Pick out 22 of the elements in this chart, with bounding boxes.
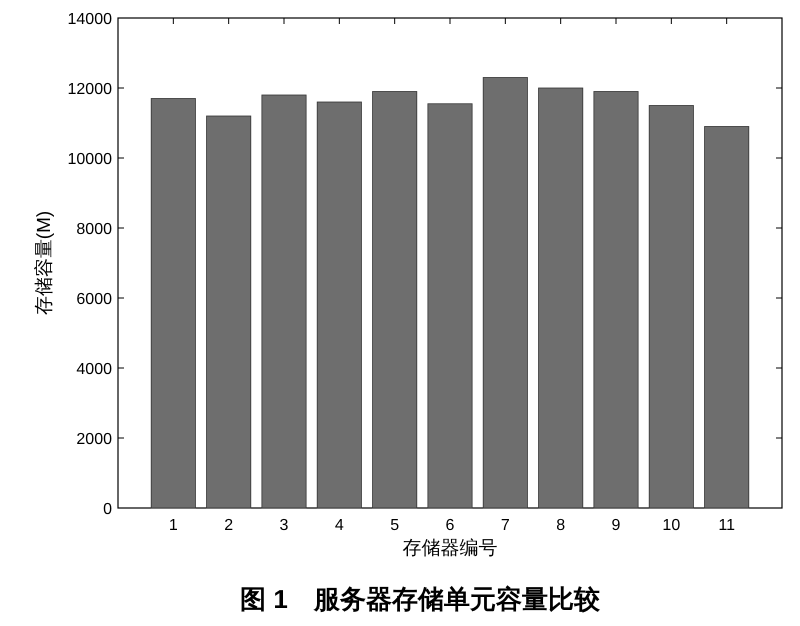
y-tick-label: 4000 <box>76 361 112 378</box>
y-axis-title: 存储容量(M) <box>33 210 55 316</box>
y-tick-label: 0 <box>103 501 112 518</box>
x-tick-label: 2 <box>224 517 234 534</box>
x-tick-label: 7 <box>500 517 510 534</box>
x-tick-label: 6 <box>446 517 455 534</box>
x-tick-label: 1 <box>168 517 178 534</box>
y-tick-label: 2000 <box>76 431 112 448</box>
x-tick-label: 11 <box>718 517 736 534</box>
y-tick-label: 10000 <box>68 151 112 168</box>
text: 图 1 服务器存储单元容量比较 <box>240 584 601 614</box>
x-tick-label: 4 <box>334 517 344 534</box>
x-tick-label: 5 <box>390 517 400 534</box>
y-tick-label: 8000 <box>76 221 112 238</box>
x-tick-label: 10 <box>662 517 680 534</box>
y-tick-label: 14000 <box>68 11 112 28</box>
x-axis-title: 存储器编号 <box>402 538 498 559</box>
x-tick-label: 3 <box>280 517 289 534</box>
y-tick-label: 12000 <box>68 81 112 98</box>
x-tick-label: 9 <box>612 517 621 534</box>
y-tick-label: 6000 <box>76 291 112 308</box>
x-tick-label: 8 <box>556 517 566 534</box>
